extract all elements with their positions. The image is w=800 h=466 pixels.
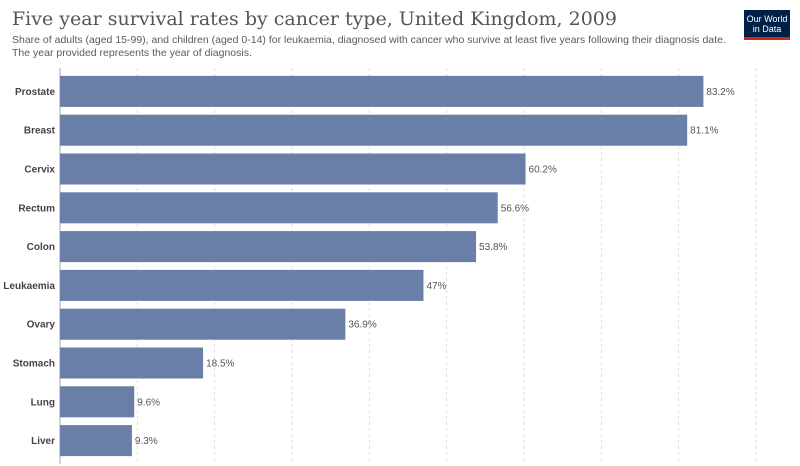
category-label: Breast: [24, 126, 56, 137]
value-label: 53.8%: [479, 242, 507, 253]
bar-liver[interactable]: [60, 425, 132, 457]
value-label: 56.6%: [501, 203, 529, 214]
category-label: Lung: [31, 397, 55, 408]
logo-line-2: in Data: [752, 24, 782, 34]
bar-prostate[interactable]: [60, 75, 704, 107]
category-label: Ovary: [27, 320, 56, 331]
value-label: 9.6%: [137, 397, 160, 408]
logo-line-1: Our World: [746, 14, 788, 24]
bar-rectum[interactable]: [60, 192, 498, 224]
value-label: 9.3%: [135, 436, 158, 447]
category-label: Leukaemia: [3, 281, 55, 292]
value-label: 83.2%: [706, 87, 734, 98]
category-label: Stomach: [13, 359, 55, 370]
category-label: Liver: [31, 436, 55, 447]
bar-colon[interactable]: [60, 231, 477, 263]
value-label: 81.1%: [690, 126, 718, 137]
value-label: 47%: [426, 281, 446, 292]
category-label: Prostate: [15, 87, 55, 98]
bar-stomach[interactable]: [60, 347, 204, 379]
owid-logo[interactable]: Our World in Data: [744, 10, 790, 40]
labels: Prostate 83.2% Breast 81.1% Cervix 60.2% Rectu…: [3, 87, 735, 447]
value-label: 60.2%: [529, 165, 557, 176]
bar-cervix[interactable]: [60, 153, 526, 185]
chart-subtitle: Share of adults (aged 15-99), and childr…: [12, 34, 726, 59]
bar-leukaemia[interactable]: [60, 269, 424, 301]
chart-title: Five year survival rates by cancer type,…: [12, 8, 617, 30]
bars: [60, 75, 704, 457]
value-label: 18.5%: [206, 359, 234, 370]
category-label: Cervix: [24, 165, 55, 176]
bar-ovary[interactable]: [60, 308, 346, 340]
bar-breast[interactable]: [60, 114, 688, 146]
category-label: Colon: [27, 242, 55, 253]
category-label: Rectum: [18, 203, 55, 214]
value-label: 36.9%: [348, 320, 376, 331]
bar-lung[interactable]: [60, 386, 135, 418]
